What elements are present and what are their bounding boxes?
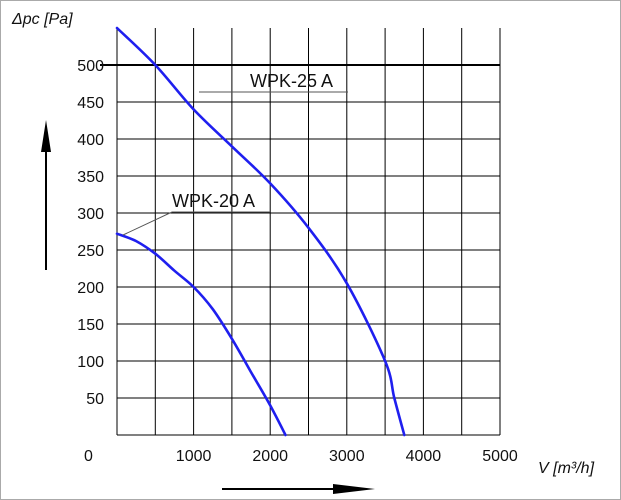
y-tick-label: 350 <box>77 169 104 186</box>
arrows <box>41 120 375 494</box>
y-tick-label: 200 <box>77 280 104 297</box>
label-leader <box>122 211 270 236</box>
x-tick-label: 1000 <box>176 448 212 465</box>
origin-label: 0 <box>84 448 93 465</box>
x-tick-label: 5000 <box>482 448 518 465</box>
y-tick-label: 150 <box>77 317 104 334</box>
y-tick-label: 500 <box>77 58 104 75</box>
x-axis-label: V [m³/h] <box>538 460 595 477</box>
y-tick-label: 300 <box>77 206 104 223</box>
y-axis-label: Δpc [Pa] <box>11 11 73 28</box>
y-tick-label: 450 <box>77 95 104 112</box>
y-tick-label: 100 <box>77 354 104 371</box>
y-tick-label: 400 <box>77 132 104 149</box>
x-tick-label: 4000 <box>406 448 442 465</box>
x-tick-label: 2000 <box>252 448 288 465</box>
x-tick-label: 3000 <box>329 448 365 465</box>
y-arrow-head <box>41 120 51 152</box>
y-tick-label: 250 <box>77 243 104 260</box>
series-line <box>115 26 406 437</box>
curves <box>115 26 406 437</box>
y-tick-label: 50 <box>86 391 104 408</box>
series-label: WPK-20 A <box>172 191 255 211</box>
leaders: WPK-25 A WPK-20 A <box>122 71 348 236</box>
grid <box>100 28 501 436</box>
ticks: 50 100 150 200 250 300 350 400 450 500 1000 2000 300… <box>77 58 518 465</box>
series-line <box>115 232 287 437</box>
x-arrow-head <box>333 484 375 494</box>
series-label: WPK-25 A <box>250 71 333 91</box>
